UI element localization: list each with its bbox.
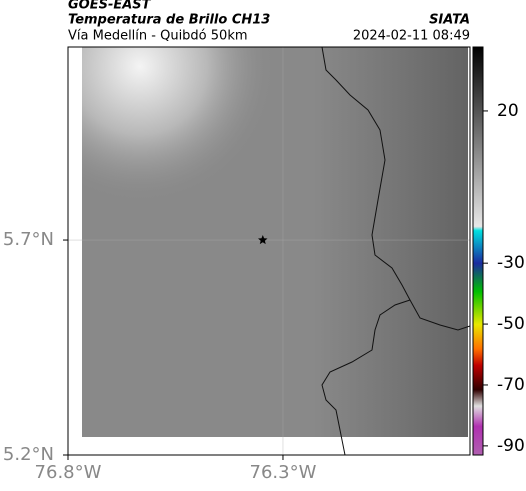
colorbar-label: -50 — [497, 314, 525, 334]
location-marker — [258, 235, 268, 245]
colorbar-label: -70 — [497, 375, 525, 395]
x-tick-label: 76.3°W — [250, 462, 317, 483]
x-tick-label: 76.8°W — [35, 462, 102, 483]
source: SIATA — [429, 13, 470, 28]
colorbar-label: -90 — [497, 436, 525, 456]
colorbar — [472, 46, 484, 456]
title: GOES-EAST — [68, 0, 152, 13]
colorbar-label: -30 — [497, 253, 525, 273]
boundary — [321, 299, 411, 456]
boundary — [321, 46, 471, 331]
location: Vía Medellín - Quibdó 50km — [68, 29, 248, 44]
subtitle: Temperatura de Brillo CH13 — [68, 13, 270, 28]
map-imagery — [68, 47, 470, 455]
colorbar-label: 20 — [497, 101, 519, 121]
datetime: 2024-02-11 08:49 — [353, 29, 470, 44]
map-frame — [67, 46, 471, 456]
y-tick-label: 5.7°N — [3, 229, 54, 250]
y-tick-label: 5.2°N — [3, 444, 54, 465]
